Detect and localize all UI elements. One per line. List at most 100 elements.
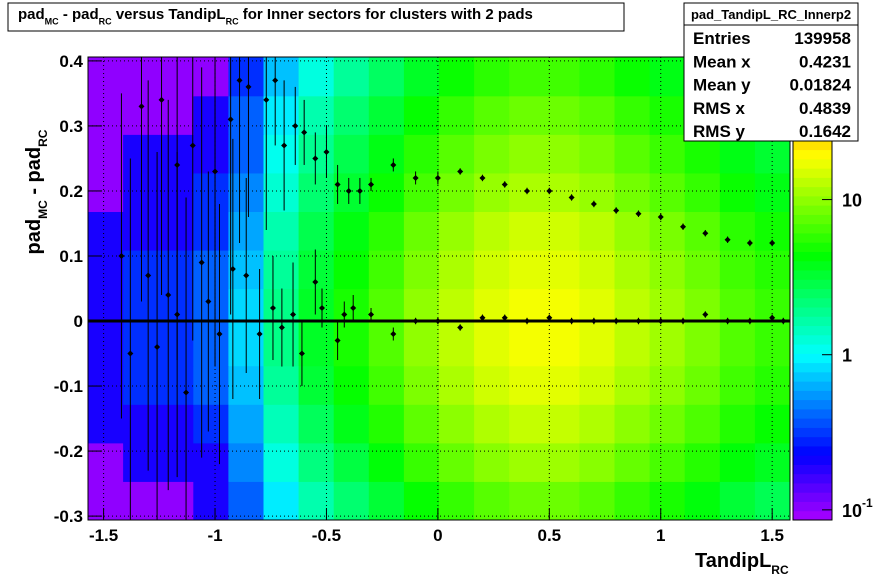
heat-cell	[754, 404, 791, 444]
heat-cell	[403, 134, 440, 174]
profile-point	[390, 161, 397, 168]
label-part: 10	[842, 501, 862, 521]
heat-cell	[158, 57, 194, 97]
palette-band	[793, 510, 832, 521]
heat-cell	[579, 250, 615, 290]
label-part: TandipL	[695, 550, 771, 572]
profile-point	[154, 344, 161, 351]
profile-point	[613, 207, 620, 214]
palette-band	[793, 464, 832, 475]
palette-band	[793, 353, 832, 364]
profile-point	[546, 187, 553, 194]
profile-point	[724, 318, 731, 325]
x-tick-label: -0.5	[312, 526, 341, 545]
profile-point	[568, 194, 575, 201]
palette-band	[793, 251, 832, 262]
heat-cell	[614, 134, 651, 174]
subscript: RC	[226, 16, 239, 26]
heat-cell	[368, 211, 405, 251]
heat-cell	[403, 481, 440, 521]
heat-cell	[614, 250, 651, 290]
profile-point	[243, 272, 250, 279]
heat-cell	[649, 442, 686, 482]
profile-point	[334, 337, 341, 344]
heat-cell	[158, 404, 194, 444]
label: TandipLRC	[695, 550, 789, 577]
profile-point	[501, 314, 508, 321]
profile-point	[227, 116, 234, 123]
profile-point	[165, 292, 172, 299]
heat-cell	[544, 365, 580, 405]
profile-point	[345, 187, 352, 194]
heat-cell	[368, 250, 405, 290]
heat-cell	[439, 134, 475, 174]
heat-cell	[614, 327, 651, 367]
profile-point	[680, 223, 687, 230]
y-tick-label: 0.2	[59, 182, 83, 201]
profile-point	[189, 142, 196, 149]
heat-cell	[474, 365, 510, 405]
heat-cell	[158, 442, 194, 482]
heat-cell	[193, 327, 229, 367]
heat-cell	[474, 250, 510, 290]
heat-cell	[614, 404, 651, 444]
palette-band	[793, 168, 832, 178]
palette-band	[793, 362, 832, 373]
y-tick-label: 0	[74, 312, 83, 331]
profile-point	[272, 77, 279, 84]
profile-point	[412, 318, 419, 325]
heat-cell	[403, 365, 440, 405]
heat-cell	[754, 327, 791, 367]
heat-cell	[509, 57, 545, 97]
heat-cell	[439, 481, 475, 521]
heat-cell	[298, 327, 335, 367]
heat-cell	[333, 404, 370, 444]
profile-point	[613, 318, 620, 325]
palette-band	[793, 334, 832, 345]
heat-cell	[544, 211, 580, 251]
profile-point	[319, 305, 325, 312]
profile-point	[680, 318, 687, 325]
heat-cell	[544, 250, 580, 290]
heat-cell	[193, 481, 229, 521]
profile-point	[635, 210, 642, 217]
profile-point	[434, 318, 441, 325]
palette-tick-label: 10-1	[842, 496, 873, 521]
heat-cell	[719, 442, 756, 482]
palette-band	[793, 279, 832, 289]
profile-point	[281, 142, 288, 149]
heat-cell	[614, 442, 651, 482]
profile-point	[205, 298, 212, 305]
heat-cell	[439, 365, 475, 405]
heat-cell	[263, 57, 300, 97]
heat-cell	[439, 442, 475, 482]
heat-cell	[579, 95, 615, 135]
stats-label: Mean y	[693, 76, 751, 95]
heat-cell	[298, 172, 335, 213]
palette-band	[793, 427, 832, 438]
profile-point	[216, 331, 223, 338]
profile-point	[590, 200, 597, 207]
y-tick-label: -0.3	[54, 507, 83, 526]
palette-band	[793, 390, 832, 401]
heat-cell	[298, 365, 335, 405]
heat-cell	[263, 211, 300, 251]
y-tick-label: 0.1	[59, 247, 83, 266]
profile-point	[118, 252, 125, 259]
palette-band	[793, 418, 832, 428]
heat-cell	[614, 211, 651, 251]
heat-cell	[298, 481, 335, 521]
heat-cell	[123, 404, 159, 444]
heat-cell	[474, 57, 510, 97]
heat-cell	[158, 211, 194, 251]
heat-cell	[263, 365, 300, 405]
heat-cell	[474, 481, 510, 521]
heat-cell	[509, 365, 545, 405]
palette-band	[793, 223, 832, 234]
heat-cell	[719, 365, 756, 405]
heat-cell	[649, 481, 686, 521]
heat-cell	[684, 172, 721, 213]
palette-band	[793, 149, 832, 160]
plot-frame	[87, 56, 791, 521]
